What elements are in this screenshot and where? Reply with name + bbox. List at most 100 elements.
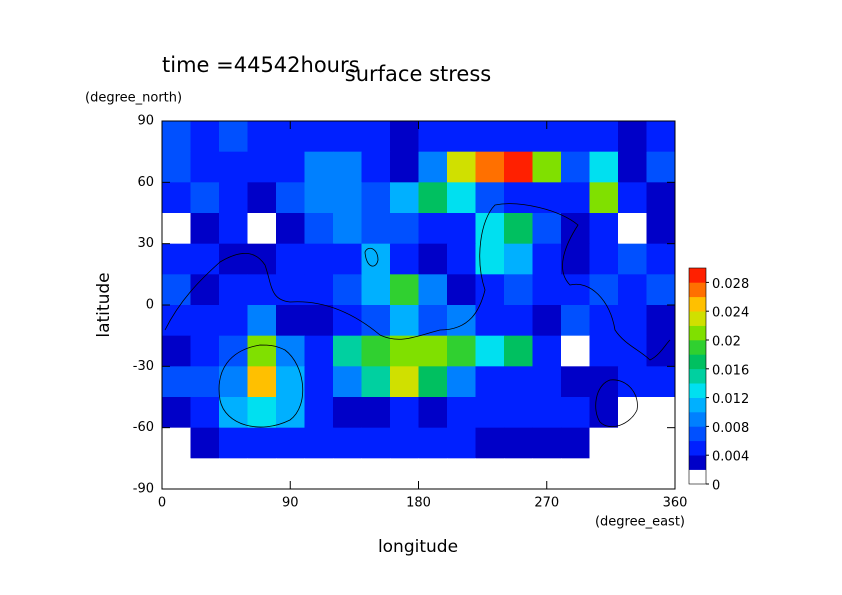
field-cell <box>561 335 590 367</box>
field-cell <box>418 182 448 214</box>
field-cell <box>247 335 277 367</box>
field-cell <box>589 274 619 306</box>
colorbar-swatch <box>689 412 706 427</box>
field-cell <box>618 182 647 214</box>
field-cell <box>190 366 220 398</box>
field-cell <box>190 213 220 245</box>
field-cell <box>418 121 448 153</box>
field-cell <box>162 243 191 275</box>
field-cell <box>475 458 505 490</box>
field-cell <box>447 151 476 183</box>
field-cell <box>618 397 647 429</box>
y-tick-label: -90 <box>133 482 154 497</box>
field-cell <box>247 213 277 245</box>
field-cell <box>561 397 590 429</box>
field-cell <box>304 121 334 153</box>
coastline <box>218 344 304 428</box>
field-cell <box>333 366 362 398</box>
field-cell <box>561 458 590 490</box>
colorbar-swatch <box>689 325 706 341</box>
field-cell <box>390 182 419 214</box>
colorbar-swatch <box>689 354 706 370</box>
field-cell <box>333 335 362 367</box>
field-cell <box>475 305 505 337</box>
field-cell <box>390 121 419 153</box>
colorbar-tick-label: 0 <box>712 479 720 494</box>
field-cell <box>447 366 476 398</box>
field-cell <box>589 243 619 275</box>
field-cell <box>219 335 248 367</box>
field-cell <box>333 243 362 275</box>
field-cell <box>418 243 448 275</box>
field-cell <box>247 151 277 183</box>
field-cell <box>361 213 391 245</box>
y-axis-unit: (degree_north) <box>85 91 182 106</box>
field-cell <box>333 182 362 214</box>
field-cell <box>418 366 448 398</box>
field-cell <box>618 121 647 153</box>
y-axis-label: latitude <box>94 272 114 337</box>
field-cell <box>561 427 590 459</box>
x-tick-label: 0 <box>158 496 166 511</box>
field-cell <box>447 335 476 367</box>
field-cell <box>219 151 248 183</box>
field-cell <box>475 274 505 306</box>
field-cell <box>304 397 334 429</box>
field-cell <box>219 427 248 459</box>
field-cell <box>304 335 334 367</box>
field-cell <box>646 366 676 398</box>
field-cell <box>276 213 305 245</box>
field-cell <box>219 397 248 429</box>
field-cell <box>418 397 448 429</box>
field-cell <box>589 427 619 459</box>
field-cell <box>447 243 476 275</box>
field-cell <box>361 274 391 306</box>
field-cell <box>532 151 562 183</box>
field-cell <box>646 151 676 183</box>
colorbar-tick-label: 0.02 <box>712 335 741 350</box>
field-cell <box>390 366 419 398</box>
field-cell <box>475 335 505 367</box>
colorbar-swatch <box>689 383 706 398</box>
field-cell <box>333 121 362 153</box>
field-cell <box>276 427 305 459</box>
chart-subtitle: time =44542hours <box>162 53 360 77</box>
field-cell <box>219 121 248 153</box>
field-cell <box>304 243 334 275</box>
field-cell <box>304 274 334 306</box>
field-cell <box>618 274 647 306</box>
field-cell <box>589 305 619 337</box>
field-cell <box>333 274 362 306</box>
field-cell <box>504 305 533 337</box>
y-tick-label: 60 <box>137 175 154 190</box>
field-cell <box>589 335 619 367</box>
field-cell <box>475 366 505 398</box>
y-tick-label: 90 <box>137 114 154 129</box>
field-cell <box>190 274 220 306</box>
field-cell <box>276 335 305 367</box>
field-cell <box>504 397 533 429</box>
field-cell <box>447 458 476 490</box>
chart-title: surface stress <box>345 62 491 86</box>
field-cell <box>190 305 220 337</box>
coastline <box>595 379 638 427</box>
field-cell <box>646 182 676 214</box>
field-cell <box>247 182 277 214</box>
field-cell <box>276 182 305 214</box>
field-cell <box>276 274 305 306</box>
field-cell <box>561 243 590 275</box>
field-cell <box>304 151 334 183</box>
field-cell <box>276 305 305 337</box>
field-cell <box>219 182 248 214</box>
field-cell <box>219 305 248 337</box>
field-cell <box>504 213 533 245</box>
x-tick-label: 360 <box>663 496 688 511</box>
field-cell <box>190 335 220 367</box>
field-cell <box>219 274 248 306</box>
field-cell <box>304 305 334 337</box>
field-cell <box>162 335 191 367</box>
field-cell <box>247 243 277 275</box>
field-cell <box>504 182 533 214</box>
field-cell <box>589 213 619 245</box>
